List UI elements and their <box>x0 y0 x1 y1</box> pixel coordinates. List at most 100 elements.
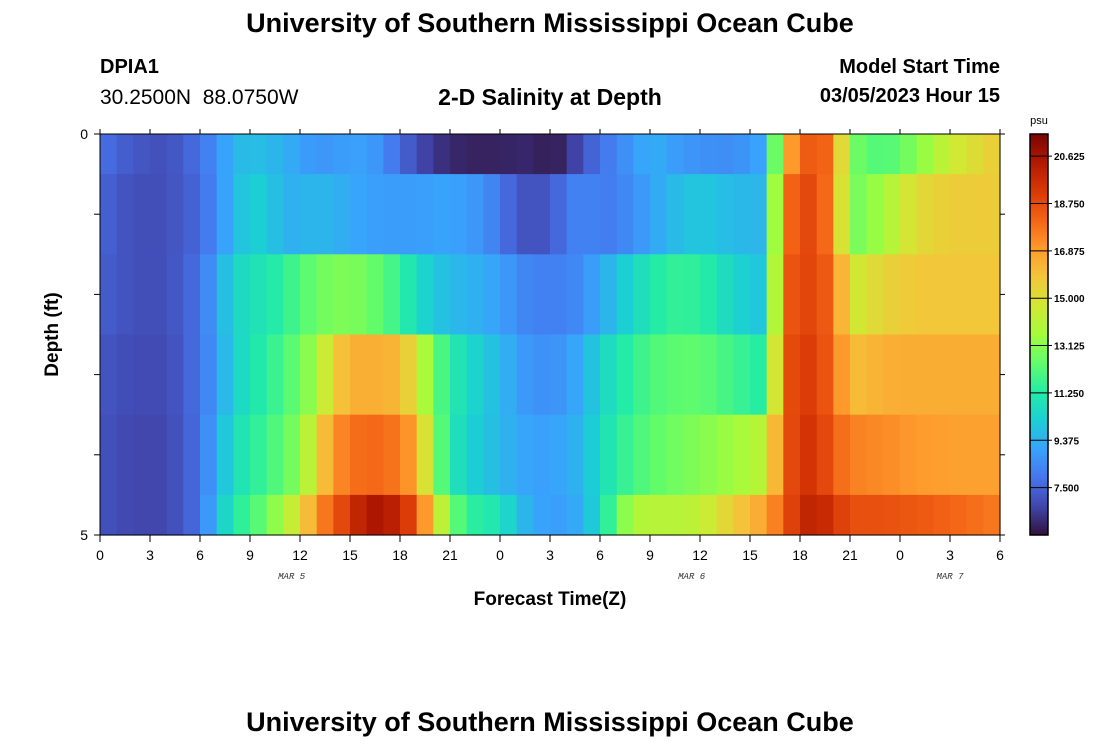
heatmap-cell <box>966 414 984 496</box>
heatmap-cell <box>366 414 384 496</box>
heatmap-cell <box>550 334 568 416</box>
heatmap-cell <box>200 334 218 416</box>
heatmap-cell <box>850 254 868 336</box>
heatmap-cell <box>583 414 601 496</box>
heatmap-cell <box>200 414 218 496</box>
heatmap-cell <box>766 334 784 416</box>
heatmap-cell <box>916 254 934 336</box>
heatmap-cell <box>366 334 384 416</box>
heatmap-cell <box>883 494 901 536</box>
heatmap-cell <box>416 414 434 496</box>
heatmap-cell <box>150 254 168 336</box>
heatmap-cell <box>583 174 601 255</box>
heatmap-cell <box>600 494 618 536</box>
heatmap-cell <box>983 254 1001 336</box>
heatmap-cell <box>800 334 818 416</box>
heatmap-cell <box>583 494 601 536</box>
heatmap-cell <box>600 174 618 255</box>
heatmap-cell <box>516 174 534 255</box>
heatmap-cell <box>166 174 184 255</box>
heatmap-cell <box>783 174 801 255</box>
heatmap-cell <box>100 134 118 175</box>
heatmap-cell <box>183 414 201 496</box>
heatmap-cell <box>350 254 368 336</box>
heatmap-cell <box>283 174 301 255</box>
heatmap-cell <box>366 254 384 336</box>
heatmap-cell <box>250 254 268 336</box>
heatmap-cell <box>250 494 268 536</box>
heatmap-cell <box>866 134 884 175</box>
heatmap-cells <box>100 134 1001 536</box>
heatmap-cell <box>100 334 118 416</box>
heatmap-cell <box>516 134 534 175</box>
heatmap-cell <box>616 334 634 416</box>
heatmap-cell <box>333 174 351 255</box>
heatmap-cell <box>483 414 501 496</box>
heatmap-cell <box>650 174 668 255</box>
heatmap-cell <box>650 334 668 416</box>
heatmap-cell <box>833 414 851 496</box>
heatmap-cell <box>783 254 801 336</box>
colorbar-unit: psu <box>1030 115 1048 127</box>
heatmap-cell <box>116 174 134 255</box>
heatmap-cell <box>750 334 768 416</box>
heatmap-cell <box>116 414 134 496</box>
heatmap-cell <box>933 494 951 536</box>
heatmap-cell <box>466 414 484 496</box>
heatmap-cell <box>266 414 284 496</box>
heatmap-cell <box>350 414 368 496</box>
heatmap-cell <box>516 334 534 416</box>
heatmap-cell <box>200 494 218 536</box>
heatmap-cell <box>766 174 784 255</box>
heatmap-cell <box>200 254 218 336</box>
heatmap-cell <box>316 174 334 255</box>
station-coordinates: 30.2500N 88.0750W <box>100 86 299 109</box>
heatmap-cell <box>283 254 301 336</box>
heatmap-cell <box>233 134 251 175</box>
heatmap-cell <box>216 254 234 336</box>
x-tick-label: 6 <box>996 547 1004 563</box>
heatmap-cell <box>483 254 501 336</box>
heatmap-cell <box>450 414 468 496</box>
heatmap-cell <box>933 174 951 255</box>
heatmap-cell <box>616 174 634 255</box>
heatmap-cell <box>900 414 918 496</box>
x-axis-title: Forecast Time(Z) <box>474 589 627 610</box>
heatmap-cell <box>633 334 651 416</box>
heatmap-cell <box>216 134 234 175</box>
y-tick-label: 0 <box>80 126 88 142</box>
heatmap-cell <box>383 414 401 496</box>
heatmap-cell <box>350 134 368 175</box>
heatmap-cell <box>166 334 184 416</box>
heatmap-cell <box>100 414 118 496</box>
heatmap-cell <box>633 134 651 175</box>
heatmap-cell <box>450 494 468 536</box>
heatmap-cell <box>350 494 368 536</box>
heatmap-cell <box>216 414 234 496</box>
heatmap-cell <box>433 334 451 416</box>
heatmap-cell <box>550 134 568 175</box>
heatmap-cell <box>516 254 534 336</box>
colorbar-legend: psu 20.625 18.750 16.875 15.000 13.125 11.250 9… <box>1029 115 1085 536</box>
heatmap-cell <box>350 174 368 255</box>
colorbar-label: 20.625 <box>1054 152 1085 163</box>
heatmap-cell <box>850 414 868 496</box>
heatmap-cell <box>283 414 301 496</box>
heatmap-cell <box>383 334 401 416</box>
heatmap-cell <box>816 174 834 255</box>
heatmap-cell <box>833 174 851 255</box>
heatmap-cell <box>766 494 784 536</box>
heatmap-cell <box>416 494 434 536</box>
heatmap-cell <box>866 414 884 496</box>
heatmap-cell <box>316 254 334 336</box>
heatmap-cell <box>183 334 201 416</box>
heatmap-cell <box>766 254 784 336</box>
heatmap-cell <box>733 254 751 336</box>
x-tick-label: 21 <box>842 547 858 563</box>
heatmap-cell <box>583 254 601 336</box>
heatmap-cell <box>100 254 118 336</box>
heatmap-cell <box>266 334 284 416</box>
colorbar-label: 16.875 <box>1054 247 1085 258</box>
heatmap-cell <box>400 174 418 255</box>
heatmap-cell <box>616 414 634 496</box>
